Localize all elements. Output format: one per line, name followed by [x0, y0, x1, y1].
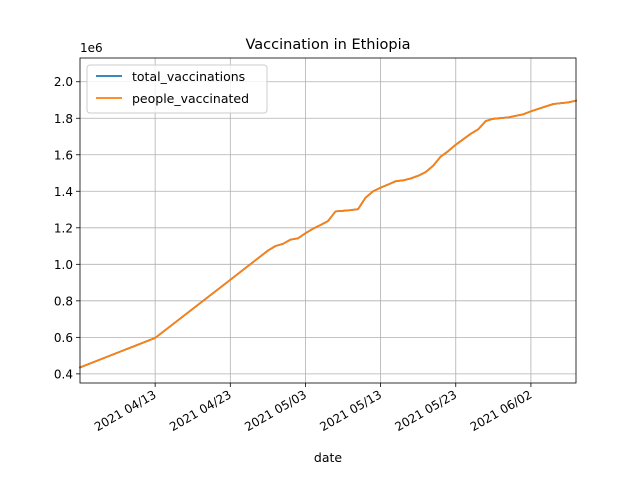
y-axis-ticks: 0.4 0.6 0.8 1.0 1.2 1.4 1.6 1.8 2.0	[54, 75, 80, 381]
y-tick-label-2: 0.8	[54, 294, 73, 308]
legend-box	[86, 64, 268, 114]
y-tick-label-4: 1.2	[54, 221, 73, 235]
series-line-people-vaccinated	[78, 99, 578, 369]
plot-frame	[79, 57, 577, 384]
y-tick-label-8: 2.0	[54, 75, 73, 89]
y-tick-label-1: 0.6	[54, 331, 73, 345]
grid-lines	[80, 58, 576, 383]
chart-title: Vaccination in Ethiopia	[246, 37, 411, 53]
legend-label-people-vaccinated: people_vaccinated	[132, 91, 249, 106]
series-lines	[78, 99, 578, 369]
y-tick-label-6: 1.6	[54, 148, 73, 162]
legend-label-total-vaccinations: total_vaccinations	[132, 69, 245, 84]
x-axis-label: date	[314, 450, 342, 465]
y-tick-label-5: 1.4	[54, 185, 73, 199]
legend: total_vaccinations people_vaccinated	[86, 64, 268, 114]
y-tick-label-0: 0.4	[54, 367, 73, 381]
y-offset-label: 1e6	[80, 41, 103, 55]
y-tick-label-3: 1.0	[54, 258, 73, 272]
y-tick-label-7: 1.8	[54, 112, 73, 126]
